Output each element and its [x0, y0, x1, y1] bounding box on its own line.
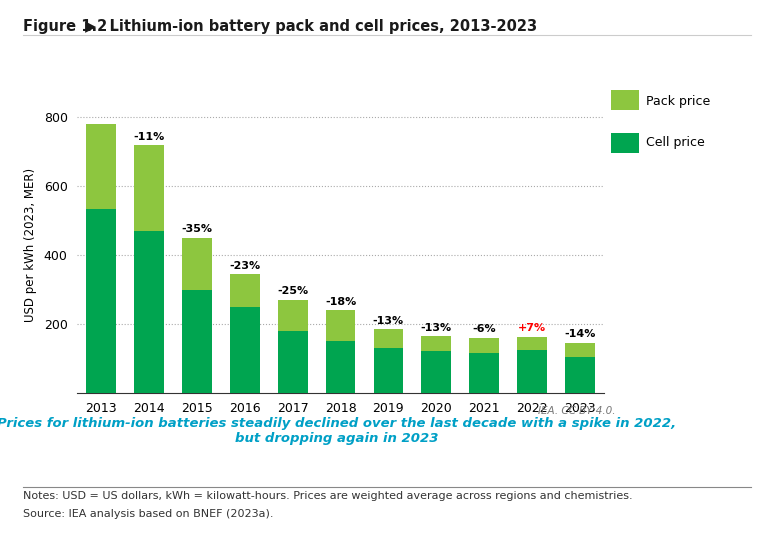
- Bar: [278, 331, 307, 393]
- Text: Pack price: Pack price: [646, 95, 711, 108]
- Bar: [182, 289, 212, 393]
- Text: -25%: -25%: [277, 286, 308, 296]
- Text: -14%: -14%: [564, 329, 595, 339]
- Text: -18%: -18%: [325, 297, 356, 307]
- Bar: [182, 238, 212, 289]
- Bar: [230, 274, 260, 307]
- Bar: [135, 145, 164, 231]
- Text: -13%: -13%: [421, 322, 452, 332]
- Text: -6%: -6%: [472, 324, 496, 334]
- Bar: [517, 337, 546, 350]
- Bar: [326, 341, 355, 393]
- Bar: [421, 336, 451, 351]
- Text: Figure 1.2: Figure 1.2: [23, 19, 108, 34]
- Bar: [87, 124, 116, 209]
- Bar: [230, 307, 260, 393]
- Bar: [565, 343, 594, 357]
- Text: +7%: +7%: [518, 323, 546, 333]
- Y-axis label: USD per kWh (2023, MER): USD per kWh (2023, MER): [24, 168, 36, 322]
- Bar: [565, 357, 594, 393]
- Text: Prices for lithium-ion batteries steadily declined over the last decade with a s: Prices for lithium-ion batteries steadil…: [0, 417, 676, 445]
- Text: ▶: ▶: [80, 19, 96, 34]
- Text: Source: IEA analysis based on BNEF (2023a).: Source: IEA analysis based on BNEF (2023…: [23, 509, 274, 519]
- Bar: [421, 351, 451, 393]
- Bar: [469, 353, 499, 393]
- Text: IEA. CC BY 4.0.: IEA. CC BY 4.0.: [538, 406, 615, 416]
- Bar: [517, 350, 546, 393]
- Text: Notes: USD = US dollars, kWh = kilowatt-hours. Prices are weighted average acros: Notes: USD = US dollars, kWh = kilowatt-…: [23, 491, 633, 501]
- Text: Cell price: Cell price: [646, 136, 705, 149]
- Text: -35%: -35%: [182, 224, 213, 235]
- Text: -13%: -13%: [373, 316, 404, 325]
- Bar: [135, 231, 164, 393]
- Bar: [374, 348, 403, 393]
- Text: Lithium-ion battery pack and cell prices, 2013-2023: Lithium-ion battery pack and cell prices…: [89, 19, 537, 34]
- Bar: [469, 338, 499, 353]
- Bar: [87, 209, 116, 393]
- Text: -11%: -11%: [134, 132, 165, 141]
- Bar: [278, 300, 307, 331]
- Bar: [326, 310, 355, 341]
- Bar: [374, 329, 403, 348]
- Text: -23%: -23%: [229, 260, 260, 271]
